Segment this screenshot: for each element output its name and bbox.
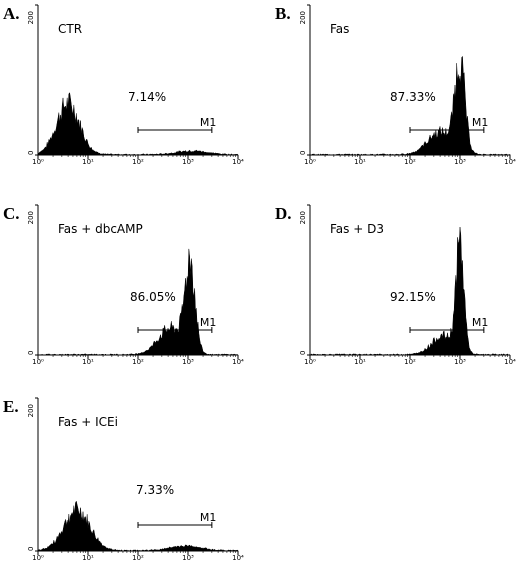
histogram-panel-b: B. 0 200 10⁰ 10¹ 10² 10³ 10⁴ Fas 87.33% M1 — [275, 4, 516, 166]
x-tick-label: 10¹ — [354, 358, 366, 366]
panel-letter: B. — [275, 4, 291, 23]
panel-letter: C. — [3, 204, 20, 223]
x-tick-label: 10² — [132, 158, 144, 166]
percent-label: 7.14% — [128, 90, 166, 104]
gate-label: M1 — [200, 511, 217, 524]
condition-label: Fas + ICEi — [58, 415, 118, 429]
x-tick-label: 10² — [132, 358, 144, 366]
x-tick-label: 10² — [132, 554, 144, 562]
panel-letter: A. — [3, 4, 20, 23]
y-tick-label: 200 — [299, 211, 307, 224]
x-tick-label: 10² — [404, 358, 416, 366]
condition-label: Fas + D3 — [330, 222, 384, 236]
y-tick-label: 0 — [299, 151, 307, 155]
x-tick-label: 10⁴ — [504, 158, 516, 166]
y-tick-label: 0 — [27, 351, 35, 355]
histogram-area — [309, 55, 511, 156]
percent-label: 92.15% — [390, 290, 436, 304]
x-tick-label: 10⁴ — [232, 358, 244, 366]
y-tick-label: 0 — [27, 151, 35, 155]
x-tick-label: 10⁴ — [232, 158, 244, 166]
x-tick-label: 10⁰ — [32, 554, 44, 562]
y-tick-label: 200 — [27, 404, 35, 417]
x-tick-label: 10⁰ — [304, 358, 316, 366]
percent-label: 86.05% — [130, 290, 176, 304]
y-tick-label: 0 — [27, 547, 35, 551]
x-tick-label: 10⁰ — [32, 358, 44, 366]
x-tick-label: 10³ — [454, 358, 466, 366]
histogram-panel-d: D. 0 200 10⁰ 10¹ 10² 10³ 10⁴ Fas + D3 92.15% M1 — [275, 204, 516, 366]
x-tick-label: 10³ — [454, 158, 466, 166]
panel-letter: D. — [275, 204, 292, 223]
condition-label: Fas — [330, 22, 349, 36]
x-tick-label: 10³ — [182, 554, 194, 562]
histogram-panel-e: E. 0 200 10⁰ 10¹ 10² 10³ 10⁴ Fas + ICEi 7.33% M1 — [3, 397, 244, 562]
histogram-area — [37, 248, 239, 356]
histogram-area — [309, 227, 511, 356]
x-tick-label: 10⁴ — [232, 554, 244, 562]
gate-label: M1 — [200, 316, 217, 329]
x-tick-label: 10² — [404, 158, 416, 166]
x-tick-label: 10⁰ — [32, 158, 44, 166]
condition-label: CTR — [58, 22, 82, 36]
percent-label: 87.33% — [390, 90, 436, 104]
histogram-area — [37, 92, 239, 156]
x-tick-label: 10¹ — [354, 158, 366, 166]
y-tick-label: 200 — [27, 211, 35, 224]
x-tick-label: 10¹ — [82, 554, 94, 562]
y-tick-label: 200 — [299, 11, 307, 24]
x-tick-label: 10⁴ — [504, 358, 516, 366]
percent-label: 7.33% — [136, 483, 174, 497]
gate-label: M1 — [472, 116, 489, 129]
histogram-panel-c: C. 0 200 10⁰ 10¹ 10² 10³ 10⁴ Fas + dbcAMP 86.05% M… — [3, 204, 244, 366]
x-tick-label: 10⁰ — [304, 158, 316, 166]
y-tick-label: 0 — [299, 351, 307, 355]
gate-label: M1 — [472, 316, 489, 329]
gate-label: M1 — [200, 116, 217, 129]
panel-letter: E. — [3, 397, 19, 416]
x-tick-label: 10³ — [182, 158, 194, 166]
y-tick-label: 200 — [27, 11, 35, 24]
histogram-panel-a: A. 0 200 10⁰ 10¹ 10² 10³ 10⁴ CTR 7.14% M1 — [3, 4, 244, 166]
x-tick-label: 10³ — [182, 358, 194, 366]
x-tick-label: 10¹ — [82, 158, 94, 166]
x-tick-label: 10¹ — [82, 358, 94, 366]
condition-label: Fas + dbcAMP — [58, 222, 143, 236]
histogram-area — [37, 500, 239, 552]
